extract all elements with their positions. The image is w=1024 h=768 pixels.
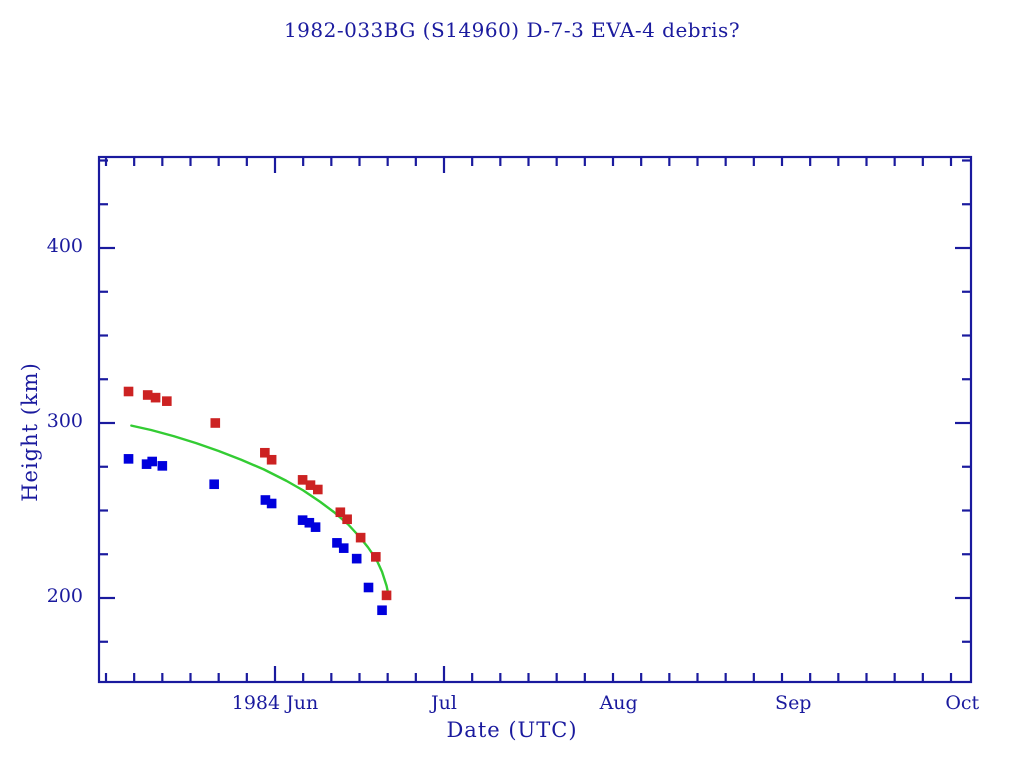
data-point-perigee (147, 456, 157, 467)
data-point-apogee (123, 386, 134, 397)
x-tick-label: Jul (431, 692, 457, 714)
data-point-perigee (351, 553, 362, 564)
y-tick-label: 300 (46, 410, 83, 432)
y-axis-ticks (99, 159, 971, 643)
x-axis-ticks (104, 157, 953, 682)
x-tick-label: Sep (775, 692, 812, 714)
data-point-apogee (342, 514, 352, 525)
data-point-apogee (210, 418, 221, 428)
data-point-perigee (377, 605, 387, 616)
data-point-apogee (266, 454, 277, 465)
data-point-apogee (162, 396, 172, 406)
data-point-apogee (335, 507, 346, 518)
data-point-apogee (381, 590, 392, 601)
x-tick-label: Aug (599, 692, 638, 714)
x-tick-label: 1984 Jun (231, 692, 319, 714)
data-point-perigee (209, 479, 219, 490)
y-tick-label: 200 (46, 585, 83, 607)
data-point-apogee (371, 552, 381, 562)
axes-frame (97, 155, 973, 684)
x-axis-label: Date (UTC) (446, 718, 578, 742)
data-point-perigee (363, 582, 374, 593)
data-point-perigee (338, 543, 349, 553)
data-point-apogee (355, 532, 366, 543)
data-point-perigee (157, 461, 168, 471)
y-tick-label: 400 (46, 235, 83, 257)
data-point-apogee (150, 392, 161, 403)
data-point-perigee (332, 538, 342, 548)
data-point-apogee (297, 475, 308, 485)
data-point-apogee (313, 484, 323, 495)
data-point-perigee (310, 522, 321, 532)
series-perigee-points (123, 454, 387, 616)
data-point-perigee (123, 454, 134, 464)
series-apogee-points (123, 386, 392, 601)
x-tick-label: Oct (945, 692, 980, 714)
chart-title: 1982-033BG (S14960) D-7-3 EVA-4 debris? (283, 18, 741, 42)
data-point-apogee (260, 447, 270, 458)
data-point-perigee (266, 498, 277, 509)
